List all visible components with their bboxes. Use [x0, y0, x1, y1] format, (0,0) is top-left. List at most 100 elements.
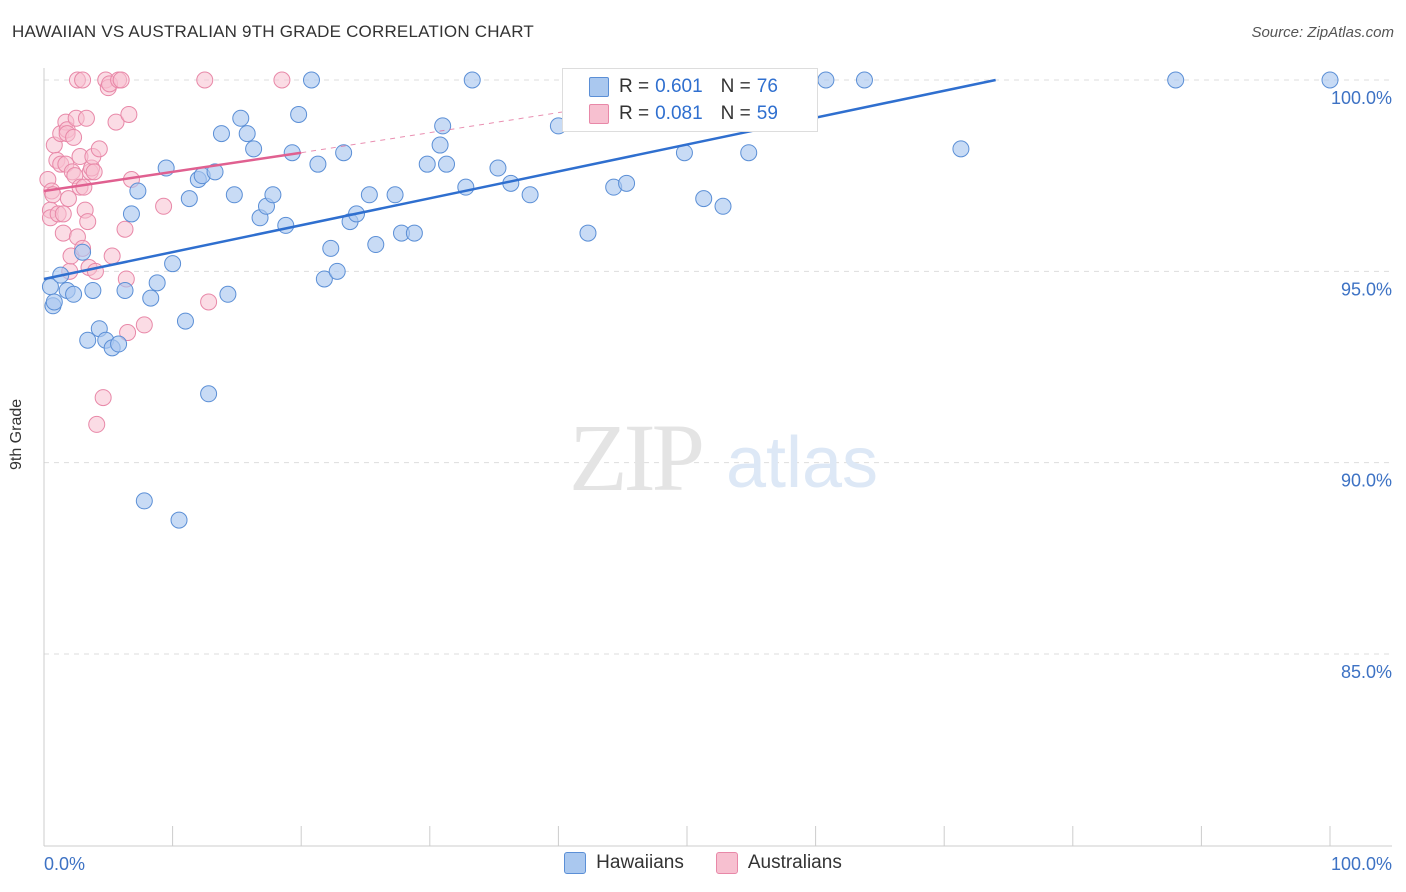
australian-point [59, 190, 77, 208]
hawaiian-point [135, 492, 153, 510]
hawaiian-point [142, 289, 160, 307]
y-tick-label: 90.0% [1341, 471, 1392, 491]
legend-row-hawaiians: R = 0.601 N = 76 [589, 74, 778, 100]
grid-lines [44, 79, 1392, 655]
hawaiian-point [180, 190, 198, 208]
hawaiian-point [431, 136, 449, 154]
stats-legend: R = 0.601 N = 76 R = 0.081 N = 59 [562, 68, 818, 132]
hawaiian-point [148, 274, 166, 292]
australian-point [273, 71, 291, 89]
australian-point [65, 128, 83, 146]
hawaiian-point [290, 105, 308, 123]
hawaiian-point [110, 335, 128, 353]
trend-lines [43, 78, 996, 281]
hawaiian-point [116, 281, 134, 299]
australian-point [94, 389, 112, 407]
hawaiian-point [302, 71, 320, 89]
legend-row-australians: R = 0.081 N = 59 [589, 101, 778, 127]
hawaiian-point [855, 71, 873, 89]
legend-swatch-hawaiians [564, 852, 587, 874]
legend-r-value: 0.081 [655, 103, 703, 124]
australian-point [79, 213, 97, 231]
hawaiian-point [328, 262, 346, 280]
hawaiian-point [714, 197, 732, 215]
hawaiian-point [84, 281, 102, 299]
chart-source: Source: ZipAtlas.com [1251, 24, 1394, 41]
hawaiian-point [367, 236, 385, 254]
hawaiian-point [245, 140, 263, 158]
watermark-atlas: atlas [726, 423, 878, 503]
legend-item-australians[interactable]: Australians [715, 852, 842, 874]
australian-point [103, 247, 121, 265]
legend-n-label: N = [720, 76, 751, 97]
australian-point [116, 220, 134, 238]
y-tick-label: 85.0% [1341, 662, 1392, 682]
hawaiian-point [434, 117, 452, 135]
hawaiian-point [618, 174, 636, 192]
australian-point [155, 197, 173, 215]
chart-title: HAWAIIAN VS AUSTRALIAN 9TH GRADE CORRELA… [12, 22, 534, 41]
hawaiian-point [176, 312, 194, 330]
australian-point [74, 71, 92, 89]
series-legend: Hawaiians Australians [0, 852, 1406, 874]
hawaiian-point [740, 144, 758, 162]
legend-swatch-australians [589, 104, 609, 124]
australian-point [200, 293, 218, 311]
legend-r-value: 0.601 [655, 76, 703, 97]
hawaiian-point [405, 224, 423, 242]
legend-swatch-hawaiians [589, 77, 609, 97]
axes [43, 68, 1392, 847]
legend-item-hawaiians[interactable]: Hawaiians [564, 852, 684, 874]
hawaiian-point [74, 243, 92, 261]
x-tick-label: 100.0% [1331, 854, 1392, 874]
legend-r-label: R = [619, 103, 650, 124]
hawaiian-point [1321, 71, 1339, 89]
hawaiian-point [438, 155, 456, 173]
tick-labels: 100.0% 95.0% 90.0% 85.0% 0.0% 100.0% [44, 88, 1392, 874]
y-tick-label: 100.0% [1331, 88, 1392, 108]
australian-point [75, 178, 93, 196]
hawaiian-point [238, 125, 256, 143]
hawaiians-points [41, 71, 1339, 529]
hawaiian-point [212, 125, 230, 143]
hawaiian-point [45, 293, 63, 311]
watermark-zip: ZIP [569, 404, 702, 511]
hawaiian-point [695, 190, 713, 208]
legend-n-value: 76 [756, 76, 778, 97]
hawaiian-point [579, 224, 597, 242]
australian-point [119, 324, 137, 342]
hawaiian-point [360, 186, 378, 204]
australian-point [54, 205, 72, 223]
x-tick-label: 0.0% [44, 854, 85, 874]
hawaiian-point [322, 239, 340, 257]
australian-point [90, 140, 108, 158]
legend-label-hawaiians: Hawaiians [596, 852, 684, 873]
hawaiian-point [521, 186, 539, 204]
hawaiian-point [952, 140, 970, 158]
hawaiian-point [79, 331, 97, 349]
australian-point [112, 71, 130, 89]
legend-n-label: N = [720, 103, 751, 124]
hawaiian-point [206, 163, 224, 181]
australian-point [86, 262, 104, 280]
hawaiian-point [200, 385, 218, 403]
australian-point [88, 415, 106, 433]
hawaiian-point [489, 159, 507, 177]
australian-point [135, 316, 153, 334]
australian-point [54, 224, 72, 242]
hawaiian-point [309, 155, 327, 173]
australian-point [196, 71, 214, 89]
hawaiian-point [129, 182, 147, 200]
hawaiian-point [463, 71, 481, 89]
hawaiians-trend-line [43, 78, 996, 281]
australians-trend-line [43, 151, 302, 193]
hawaiian-point [335, 144, 353, 162]
hawaiian-point [122, 205, 140, 223]
hawaiian-point [170, 511, 188, 529]
australian-point [107, 113, 125, 131]
hawaiian-point [164, 255, 182, 273]
legend-n-value: 59 [756, 103, 778, 124]
hawaiian-point [817, 71, 835, 89]
australian-point [120, 105, 138, 123]
